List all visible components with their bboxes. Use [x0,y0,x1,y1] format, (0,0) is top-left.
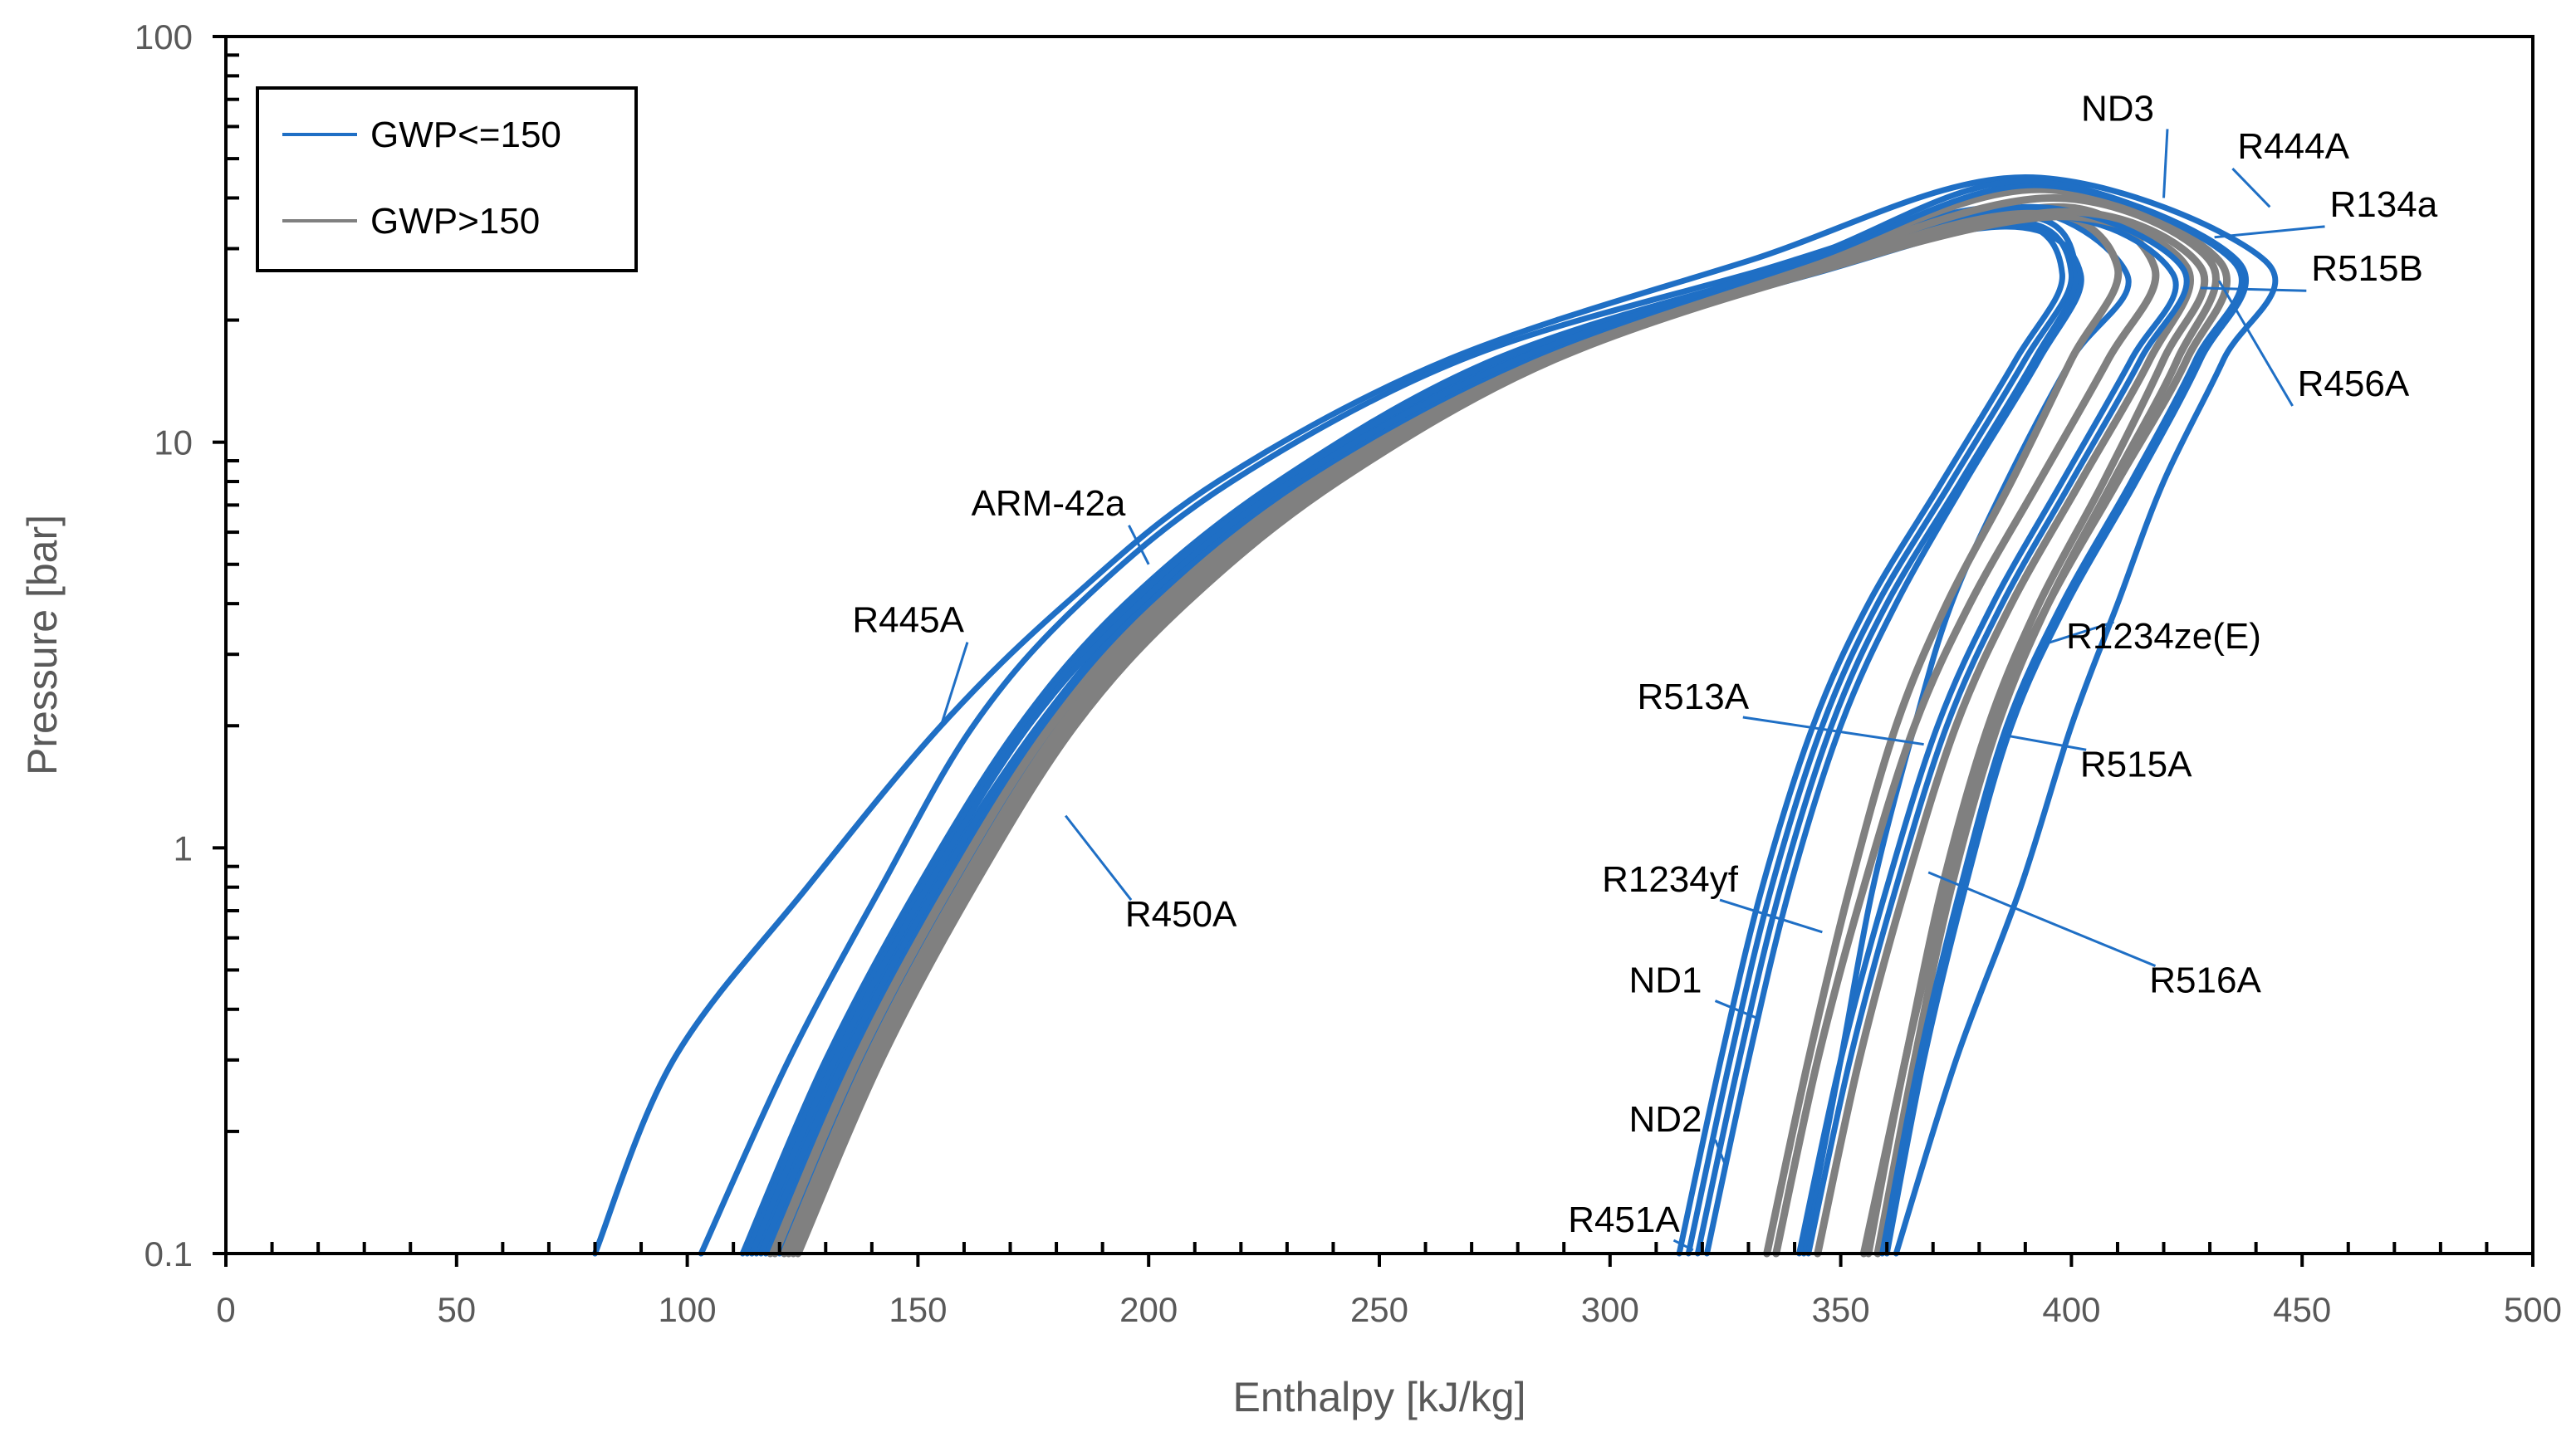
annotation-label: R450A [1125,894,1237,935]
x-tick-label: 100 [659,1290,717,1329]
annotation-label: ND1 [1628,960,1702,1001]
annotation-leader-line [2214,225,2325,239]
x-tick-label: 500 [2504,1290,2562,1329]
x-tick-label: 300 [1581,1290,1639,1329]
y-tick-label: 10 [154,423,193,462]
annotation-leader-line [1714,1139,1727,1166]
annotation-leader-line [939,642,969,726]
series-layer [592,174,2279,1258]
x-tick-label: 350 [1812,1290,1870,1329]
y-tick-label: 1 [174,828,193,868]
annotation-leaders [939,129,2325,1252]
x-tick-label: 450 [2273,1290,2331,1329]
annotation-label: R1234ze(E) [2066,616,2261,657]
annotation-leader-line [1672,1239,1694,1252]
x-tick-labels: 0 50 100 150 200 250 300 350 400 450 500 [216,1290,2562,1329]
annotation-leader-line [2162,129,2169,198]
annotation-label: R456A [2298,364,2410,404]
x-tick-label: 50 [437,1290,476,1329]
x-tick-label: 200 [1119,1290,1178,1329]
series-curve-r134a [780,194,2220,1258]
series-annotations: ND3 R444A R134a R515B R456A ARM-42a R445A R450A… [852,88,2437,1240]
x-tick-label: 0 [216,1290,235,1329]
annotation-label: R1234yf [1602,859,1739,900]
series-curve-r450a [785,203,2160,1258]
x-tick-label: 400 [2042,1290,2100,1329]
y-axis-title: Pressure [bar] [19,515,66,775]
legend-label-low-gwp: GWP<=150 [370,115,561,155]
annotation-leader-line [2200,286,2307,292]
series-curve-r444a [758,182,2250,1257]
annotation-leader-line [2001,733,2087,751]
annotation-label: R515A [2080,744,2192,784]
annotation-label: R515B [2311,248,2423,289]
annotation-leader-line [1128,525,1150,565]
annotation-label: R134a [2330,184,2438,225]
series-curve-arm-42a [592,174,2279,1257]
annotation-label: ND3 [2081,88,2154,129]
annotation-label: R444A [2237,126,2349,167]
x-tick-label: 250 [1350,1290,1408,1329]
legend-box [256,86,638,272]
annotation-label: R513A [1638,677,1750,717]
annotation-label: ND2 [1628,1099,1702,1140]
legend: GWP<=150 GWP>150 [256,86,638,272]
y-tick-labels: 0.1 1 10 100 [135,17,193,1273]
y-tick-label: 100 [135,17,193,56]
series-curve-r456a [771,185,2231,1258]
annotation-leader-line [2217,280,2294,407]
annotation-label: R451A [1568,1200,1680,1240]
annotation-leader-line [2231,168,2271,208]
x-tick-label: 150 [889,1290,947,1329]
y-tick-label: 0.1 [144,1234,193,1273]
series-curve-nd3 [748,178,2245,1257]
annotation-leader-line [1927,871,2157,967]
series-curve-r515b [794,208,2209,1258]
x-axis-title: Enthalpy [kJ/kg] [1233,1374,1526,1420]
annotation-label: ARM-42a [972,483,1126,524]
annotation-leader-line [1065,814,1133,901]
axis-ticks [213,35,2534,1267]
annotation-leader-line [1719,898,1823,934]
annotation-label: R445A [852,600,964,641]
legend-label-high-gwp: GWP>150 [370,201,540,242]
annotation-leader-line [1714,1000,1759,1020]
annotation-leader-line [2048,620,2114,644]
annotation-leader-line [1742,716,1924,746]
annotation-label: R516A [2149,960,2261,1001]
